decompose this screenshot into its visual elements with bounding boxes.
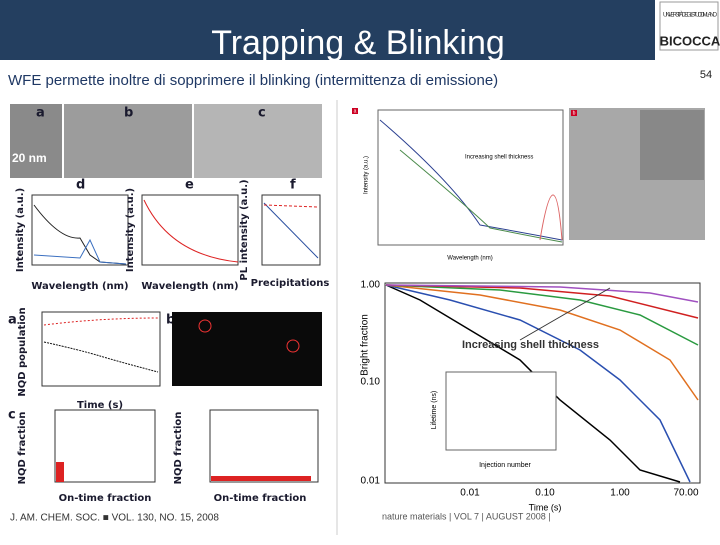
axis-label: Wavelength (nm) — [141, 281, 238, 292]
plot-frame — [41, 311, 161, 387]
decay — [263, 204, 319, 208]
panel-label: d — [76, 178, 85, 193]
highlight — [286, 339, 300, 353]
tick-label: 1.00 — [610, 488, 630, 499]
citation: J. AM. CHEM. SOC. ■ VOL. 130, NO. 15, 20… — [10, 513, 219, 524]
tick-label: 70.00 — [673, 488, 698, 499]
tick-label: 1.00 — [361, 280, 381, 291]
axis-label: Wavelength (nm) — [447, 256, 492, 262]
panel-label: b — [166, 313, 175, 328]
axis-label: NQD fraction — [173, 412, 184, 485]
histogram-decor — [211, 476, 311, 481]
panel-label: f — [290, 178, 296, 193]
tem-image — [64, 104, 192, 178]
logo-caption: UNIVERSITÀ DEGLI STUDI DI MILANO — [663, 12, 717, 19]
inset-frame — [445, 371, 557, 451]
highlight — [198, 319, 212, 333]
trace — [43, 317, 159, 326]
tick-label: 0.01 — [460, 488, 480, 499]
scale-bar: 20 nm — [12, 151, 47, 165]
axis-label: Intensity (a.u.) — [364, 156, 370, 194]
plot-frame — [377, 109, 564, 246]
axis-label: On-time fraction — [59, 493, 152, 504]
axis-label: Time (s) — [77, 400, 123, 411]
axis-label: NQD population — [17, 307, 28, 396]
spectrum — [539, 194, 563, 241]
axis-label: Injection number — [479, 462, 531, 469]
axis-label: Precipitations — [251, 278, 330, 289]
axis-label: Wavelength (nm) — [31, 281, 128, 292]
trace — [43, 341, 159, 373]
decay — [263, 202, 319, 259]
axis-label: Time (s) — [529, 502, 562, 512]
logo-text: BICOCCA — [660, 33, 720, 48]
panel-label: a — [354, 108, 357, 114]
axis-label: PL intensity (a.u.) — [239, 179, 250, 280]
decay-curve — [385, 284, 691, 483]
spectrum — [33, 204, 127, 265]
tem-inset — [640, 110, 704, 180]
panel-label: b — [124, 106, 133, 121]
panel-label: c — [258, 106, 266, 121]
annotation: Increasing shell thickness — [465, 155, 533, 161]
decay-curve — [385, 284, 699, 303]
histogram-decor — [56, 462, 64, 482]
decay-curve — [385, 284, 699, 346]
axis-label: NQD fraction — [17, 412, 28, 485]
subtitle: WFE permette inoltre di sopprimere il bl… — [8, 72, 498, 89]
tick-label: 0.01 — [361, 476, 381, 487]
plot-frame — [141, 194, 239, 266]
axis-label: Lifetime (ns) — [431, 391, 438, 430]
panel-marker — [571, 110, 577, 116]
title-band — [0, 0, 655, 60]
panel-label: a — [8, 313, 17, 328]
plot-frame — [384, 282, 701, 484]
fluorescence-image — [172, 312, 322, 386]
axis-label: Bright fraction — [360, 314, 371, 376]
plot-frame — [31, 194, 129, 266]
citation: nature materials | VOL 7 | AUGUST 2008 | — [382, 511, 551, 521]
tem-image — [194, 104, 322, 178]
spectrum — [143, 199, 239, 263]
tick-label: 0.10 — [361, 377, 381, 388]
panel-label: a — [36, 106, 45, 121]
page-number: 54 — [700, 69, 712, 81]
slide-title: Trapping & Blinking — [211, 24, 505, 62]
axis-label: Intensity (a.u.) — [15, 188, 26, 272]
axis-label: Intensity (a.u.) — [125, 188, 136, 272]
tem-image — [10, 104, 62, 178]
panel-label: e — [185, 178, 194, 193]
panel-label: b — [573, 110, 576, 116]
plot-frame — [54, 409, 156, 483]
annotation: Increasing shell thickness — [462, 339, 599, 351]
arrow — [519, 287, 611, 341]
panel-marker — [352, 108, 358, 114]
axis-label: On-time fraction — [214, 493, 307, 504]
panel-label: c — [8, 408, 16, 423]
plot-frame — [209, 409, 319, 483]
logo-box — [659, 1, 719, 51]
spectrum — [399, 149, 563, 243]
spectrum — [33, 238, 127, 265]
tick-label: 0.10 — [535, 488, 555, 499]
spectrum — [379, 119, 563, 241]
plot-frame — [261, 194, 321, 266]
decay-curve — [385, 284, 699, 401]
